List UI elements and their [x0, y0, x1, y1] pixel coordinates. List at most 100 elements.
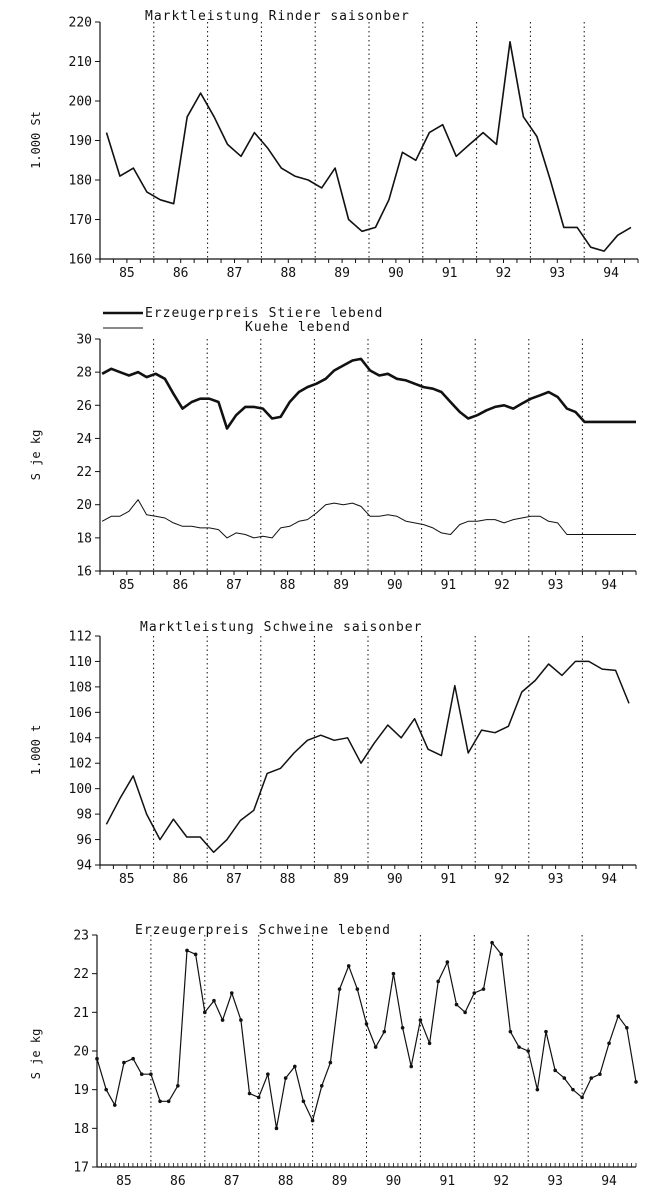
data-point: [149, 1072, 153, 1076]
x-tick-label: 85: [119, 578, 135, 593]
y-axis-label: 1.000 t: [29, 725, 43, 776]
x-tick-label: 89: [333, 872, 349, 887]
panel-schweine-preise: Erzeugerpreis Schweine lebend S je kg 17…: [29, 923, 638, 1189]
data-point: [499, 952, 504, 957]
x-tick-label: 90: [386, 1174, 402, 1189]
data-point: [104, 1087, 108, 1092]
x-tick-label: 86: [173, 872, 189, 887]
y-tick-label: 180: [69, 174, 92, 189]
x-tick-label: 88: [280, 872, 296, 887]
x-tick-label: 90: [387, 872, 403, 887]
y-tick-label: 96: [76, 833, 92, 848]
y-tick-label: 28: [76, 366, 92, 381]
data-point: [634, 1080, 638, 1084]
panel-rinder-preise: Erzeugerpreis Stiere lebend Kuehe lebend…: [29, 306, 637, 593]
y-tick-label: 23: [73, 929, 89, 944]
x-tick-label: 86: [173, 578, 189, 593]
x-tick-label: 91: [442, 266, 458, 281]
legend-label-kuehe: Kuehe lebend: [245, 320, 351, 335]
data-point: [409, 1064, 414, 1069]
y-axis-label: S je kg: [29, 1029, 43, 1080]
x-tick-label: 92: [494, 872, 510, 887]
data-point: [517, 1045, 521, 1049]
x-tick-label: 91: [441, 872, 457, 887]
x-tick-label: 88: [278, 1174, 294, 1189]
y-axis-label: 1.000 St: [29, 111, 43, 169]
data-point: [193, 952, 198, 957]
data-point: [607, 1041, 611, 1046]
data-point: [95, 1056, 99, 1061]
data-point: [319, 1084, 324, 1088]
y-tick-label: 210: [69, 55, 92, 70]
data-point: [283, 1076, 288, 1080]
data-point: [436, 979, 440, 984]
y-tick-label: 20: [73, 1045, 89, 1060]
y-tick-label: 94: [76, 859, 92, 874]
y-tick-label: 100: [69, 782, 92, 797]
data-point: [122, 1060, 126, 1065]
x-tick-label: 91: [441, 578, 457, 593]
data-point: [508, 1029, 513, 1034]
data-point: [131, 1056, 135, 1061]
panel-rinder-marktleistung: Marktleistung Rinder saisonber 1.000 St …: [29, 9, 639, 281]
x-tick-label: 85: [119, 266, 135, 281]
data-point: [185, 948, 189, 953]
data-point: [166, 1099, 171, 1104]
x-tick-label: 89: [332, 1174, 348, 1189]
x-tick-label: 91: [440, 1174, 456, 1189]
x-tick-label: 86: [170, 1174, 186, 1189]
x-tick-label: 94: [601, 872, 617, 887]
y-tick-label: 19: [73, 1083, 89, 1098]
y-tick-label: 112: [69, 630, 92, 645]
data-point: [220, 1018, 225, 1022]
plot-area: 94 96 98 100 102 104 106 108 110 112 85 86 87 88 89 90 9…: [69, 630, 637, 887]
legend-label-stiere: Erzeugerpreis Stiere lebend: [145, 306, 383, 321]
data-point: [544, 1029, 548, 1034]
y-tick-label: 24: [76, 432, 92, 447]
data-point: [373, 1045, 378, 1049]
x-tick-label: 94: [601, 578, 617, 593]
x-tick-label: 86: [173, 266, 189, 281]
x-tick-label: 92: [493, 1174, 509, 1189]
data-point: [239, 1018, 243, 1022]
data-point: [328, 1060, 333, 1065]
data-point: [310, 1118, 315, 1123]
data-point: [247, 1091, 252, 1096]
plot-area: 17 18 19 20 21 22 23 85 86 87 88 89 90 91 92 93 94: [73, 929, 638, 1189]
y-tick-label: 98: [76, 808, 92, 823]
data-point: [212, 998, 216, 1003]
chart-title: Erzeugerpreis Schweine lebend: [135, 923, 391, 938]
data-point: [526, 1049, 530, 1053]
chart-title: Marktleistung Rinder saisonber: [145, 9, 410, 24]
series-line-1: [105, 40, 632, 252]
data-point: [418, 1018, 423, 1022]
data-point: [571, 1087, 575, 1092]
x-tick-label: 88: [280, 578, 296, 593]
x-tick-label: 87: [227, 266, 243, 281]
series-line-2: [101, 499, 636, 539]
x-tick-label: 85: [119, 872, 135, 887]
series-line-1: [101, 357, 636, 430]
y-tick-label: 16: [76, 565, 92, 580]
data-point: [229, 991, 234, 995]
x-tick-label: 87: [224, 1174, 240, 1189]
data-point: [346, 964, 351, 968]
x-tick-label: 92: [494, 578, 510, 593]
x-tick-label: 93: [548, 578, 564, 593]
plot-area: 160 170 180 190 200 210 220 85 86 87 88 89 90 91 92 93 9…: [69, 16, 639, 281]
y-tick-label: 18: [73, 1122, 89, 1137]
x-tick-label: 88: [280, 266, 296, 281]
data-point: [274, 1126, 279, 1131]
data-point: [139, 1072, 144, 1076]
data-point: [382, 1029, 387, 1034]
data-point: [176, 1084, 180, 1088]
x-tick-label: 89: [334, 266, 350, 281]
x-tick-label: 87: [226, 872, 242, 887]
y-tick-label: 30: [76, 333, 92, 348]
y-tick-label: 220: [69, 16, 92, 31]
data-point: [400, 1026, 405, 1030]
x-tick-label: 92: [496, 266, 512, 281]
data-point: [256, 1095, 261, 1100]
y-axis-label: S je kg: [29, 430, 43, 481]
